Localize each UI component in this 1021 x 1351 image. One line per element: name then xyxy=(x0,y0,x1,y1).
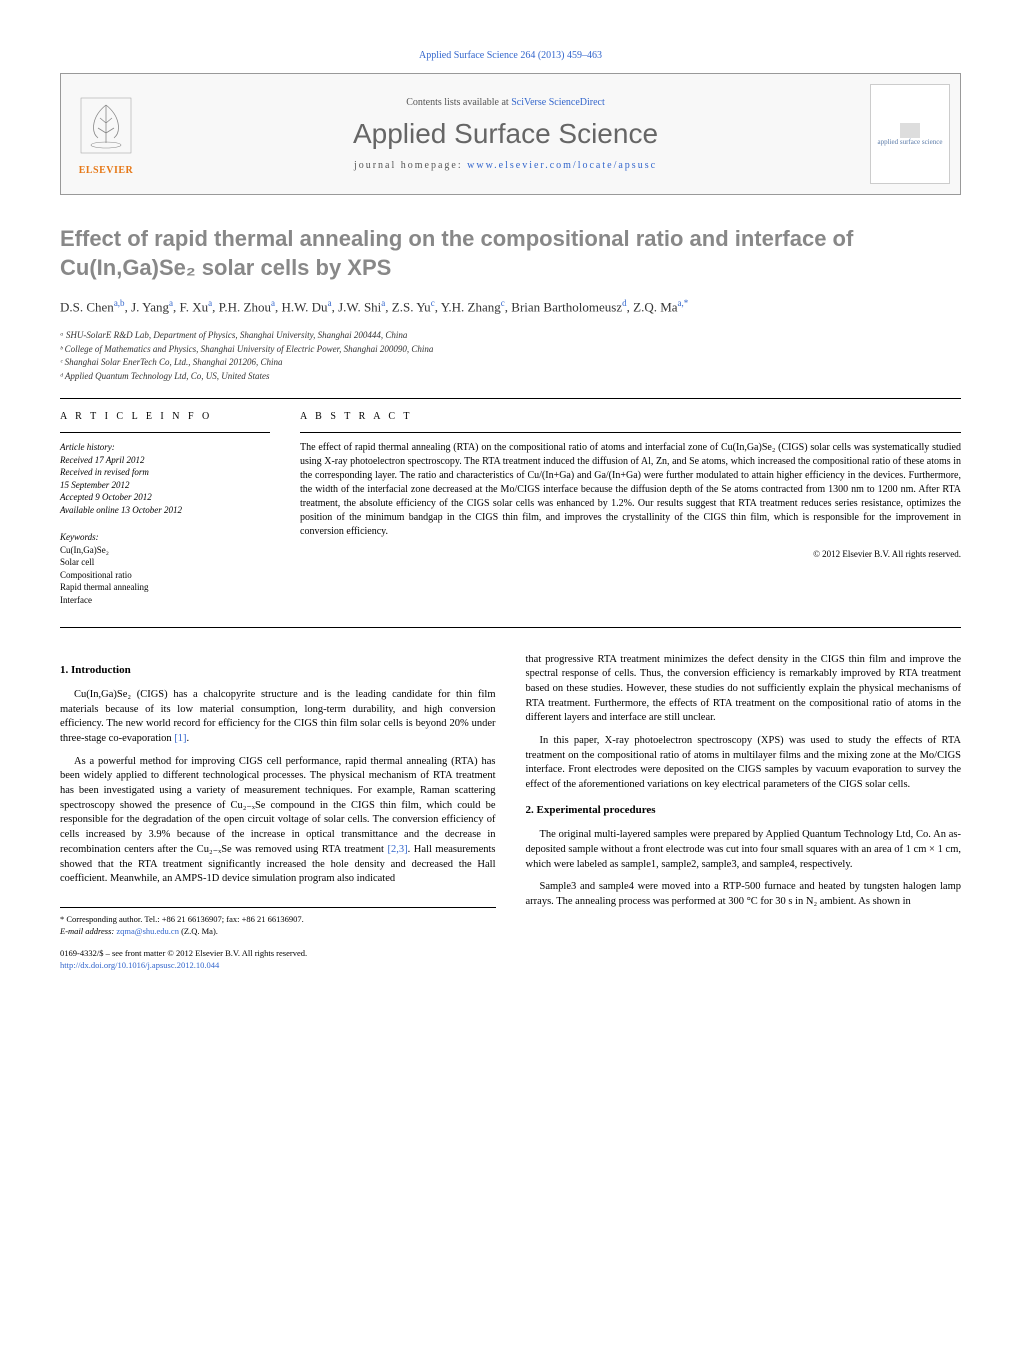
keyword-5: Interface xyxy=(60,594,270,607)
affiliation-b: ᵇ College of Mathematics and Physics, Sh… xyxy=(60,343,961,357)
history-online: Available online 13 October 2012 xyxy=(60,504,270,517)
history-revised-2: 15 September 2012 xyxy=(60,479,270,492)
keyword-3: Compositional ratio xyxy=(60,569,270,582)
homepage-prefix: journal homepage: xyxy=(354,160,467,171)
cover-title-text: applied surface science xyxy=(878,138,943,146)
right-para-2: In this paper, X-ray photoelectron spect… xyxy=(526,734,962,793)
cover-icon xyxy=(900,123,920,138)
contents-available-line: Contents lists available at SciVerse Sci… xyxy=(151,97,860,108)
corr-author-line: * Corresponding author. Tel.: +86 21 661… xyxy=(60,914,496,926)
keyword-2: Solar cell xyxy=(60,556,270,569)
homepage-link[interactable]: www.elsevier.com/locate/apsusc xyxy=(467,160,657,171)
abstract-copyright: © 2012 Elsevier B.V. All rights reserved… xyxy=(300,549,961,559)
elsevier-label: ELSEVIER xyxy=(79,165,134,176)
history-revised-1: Received in revised form xyxy=(60,466,270,479)
affiliation-d: ᵈ Applied Quantum Technology Ltd, Co, US… xyxy=(60,370,961,384)
abstract-column: A B S T R A C T The effect of rapid ther… xyxy=(300,411,961,607)
separator-line xyxy=(60,398,961,399)
abstract-text: The effect of rapid thermal annealing (R… xyxy=(300,441,961,539)
affiliation-c: ᶜ Shanghai Solar EnerTech Co, Ltd., Shan… xyxy=(60,356,961,370)
exp-para-2: Sample3 and sample4 were moved into a RT… xyxy=(526,880,962,909)
info-abstract-row: A R T I C L E I N F O Article history: R… xyxy=(60,411,961,607)
keywords-list: Cu(In,Ga)Se₂ Solar cell Compositional ra… xyxy=(60,544,270,607)
elsevier-tree-icon xyxy=(76,93,136,163)
exp-para-1: The original multi-layered samples were … xyxy=(526,828,962,872)
keywords-label: Keywords: xyxy=(60,532,270,542)
right-para-1: that progressive RTA treatment minimizes… xyxy=(526,653,962,726)
separator-line-2 xyxy=(60,627,961,628)
history-accepted: Accepted 9 October 2012 xyxy=(60,491,270,504)
email-line: E-mail address: zqma@shu.edu.cn (Z.Q. Ma… xyxy=(60,926,496,938)
header-center: Contents lists available at SciVerse Sci… xyxy=(151,82,860,186)
email-link[interactable]: zqma@shu.edu.cn xyxy=(116,926,179,936)
article-history: Article history: Received 17 April 2012 … xyxy=(60,441,270,517)
info-separator xyxy=(60,432,270,433)
affiliations: ᵃ SHU-SolarE R&D Lab, Department of Phys… xyxy=(60,329,961,383)
left-column: 1. Introduction Cu(In,Ga)Se₂ (CIGS) has … xyxy=(60,653,496,972)
intro-heading: 1. Introduction xyxy=(60,663,496,678)
doi-block: 0169-4332/$ – see front matter © 2012 El… xyxy=(60,948,496,972)
history-received: Received 17 April 2012 xyxy=(60,454,270,467)
intro-para-2: As a powerful method for improving CIGS … xyxy=(60,755,496,887)
article-info-column: A R T I C L E I N F O Article history: R… xyxy=(60,411,270,607)
history-label: Article history: xyxy=(60,441,270,454)
journal-header: ELSEVIER Contents lists available at Sci… xyxy=(60,73,961,195)
abstract-heading: A B S T R A C T xyxy=(300,411,961,422)
elsevier-logo: ELSEVIER xyxy=(61,84,151,184)
right-column: that progressive RTA treatment minimizes… xyxy=(526,653,962,972)
homepage-line: journal homepage: www.elsevier.com/locat… xyxy=(151,160,860,171)
journal-name: Applied Surface Science xyxy=(151,118,860,150)
article-title: Effect of rapid thermal annealing on the… xyxy=(60,225,961,282)
authors-line: D.S. Chena,b, J. Yanga, F. Xua, P.H. Zho… xyxy=(60,297,961,317)
keyword-4: Rapid thermal annealing xyxy=(60,581,270,594)
journal-cover-thumbnail: applied surface science xyxy=(870,84,950,184)
experimental-heading: 2. Experimental procedures xyxy=(526,803,962,818)
journal-reference: Applied Surface Science 264 (2013) 459–4… xyxy=(60,50,961,61)
affiliation-a: ᵃ SHU-SolarE R&D Lab, Department of Phys… xyxy=(60,329,961,343)
article-info-heading: A R T I C L E I N F O xyxy=(60,411,270,422)
body-two-columns: 1. Introduction Cu(In,Ga)Se₂ (CIGS) has … xyxy=(60,653,961,972)
sciencedirect-link[interactable]: SciVerse ScienceDirect xyxy=(511,97,605,108)
issn-line: 0169-4332/$ – see front matter © 2012 El… xyxy=(60,948,496,960)
intro-para-1: Cu(In,Ga)Se₂ (CIGS) has a chalcopyrite s… xyxy=(60,688,496,747)
keyword-1: Cu(In,Ga)Se₂ xyxy=(60,544,270,557)
email-label: E-mail address: xyxy=(60,926,116,936)
doi-link[interactable]: http://dx.doi.org/10.1016/j.apsusc.2012.… xyxy=(60,960,219,970)
email-suffix: (Z.Q. Ma). xyxy=(179,926,218,936)
abstract-separator xyxy=(300,432,961,433)
corresponding-author-note: * Corresponding author. Tel.: +86 21 661… xyxy=(60,907,496,938)
contents-prefix: Contents lists available at xyxy=(406,97,511,108)
